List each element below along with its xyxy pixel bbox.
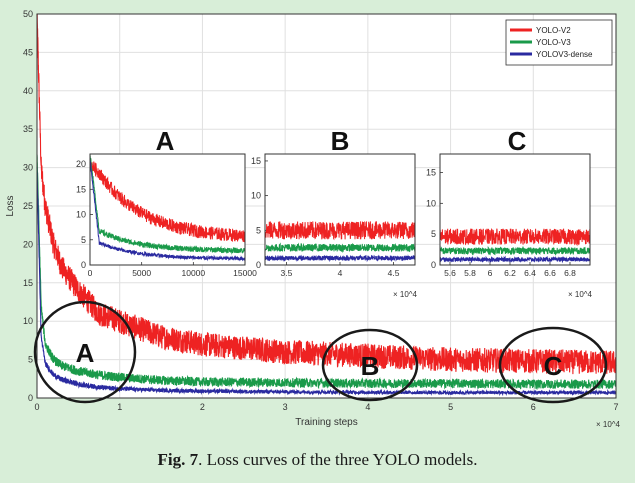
x-tick-label: 4 [365, 402, 370, 412]
inset-x-tick-label: 5.6 [444, 268, 456, 278]
inset-x-tick-label: 6.2 [504, 268, 516, 278]
annotation-label: A [76, 338, 95, 368]
legend-label: YOLO-V2 [536, 26, 571, 35]
y-axis-label: Loss [5, 195, 16, 216]
inset-y-tick-label: 10 [426, 198, 436, 208]
inset-series-line [89, 158, 246, 243]
inset-x-tick-label: 5000 [132, 268, 151, 278]
inset-x-exponent: × 10^4 [393, 290, 418, 299]
y-tick-label: 10 [23, 316, 33, 326]
inset-y-tick-label: 15 [76, 184, 86, 194]
inset-x-tick-label: 6.8 [564, 268, 576, 278]
x-tick-label: 6 [531, 402, 536, 412]
x-axis-label: Training steps [295, 417, 357, 428]
y-tick-label: 15 [23, 278, 33, 288]
annotation-circle [321, 328, 419, 402]
inset-frame [439, 153, 591, 266]
inset-x-tick-label: 6.4 [524, 268, 536, 278]
y-tick-label: 5 [28, 355, 33, 365]
inset-y-tick-label: 15 [426, 168, 436, 178]
x-axis-exponent: × 10^4 [596, 420, 621, 429]
y-tick-label: 40 [23, 86, 33, 96]
inset-y-tick-label: 5 [431, 229, 436, 239]
inset-series-line [439, 227, 591, 247]
y-tick-label: 35 [23, 124, 33, 134]
inset-x-tick-label: 6.6 [544, 268, 556, 278]
y-tick-label: 25 [23, 201, 33, 211]
y-tick-label: 50 [23, 9, 33, 19]
inset-series-line [89, 155, 246, 255]
caption-prefix: Fig. 7 [157, 450, 199, 469]
figure-caption: Fig. 7. Loss curves of the three YOLO mo… [0, 450, 635, 470]
x-tick-label: 1 [117, 402, 122, 412]
inset-plot-area [440, 154, 590, 265]
x-tick-label: 5 [448, 402, 453, 412]
inset-x-tick-label: 4.5 [388, 268, 400, 278]
inset-y-tick-label: 0 [431, 260, 436, 270]
inset-y-tick-label: 5 [256, 225, 261, 235]
annotation-circle [33, 300, 137, 404]
inset-x-tick-label: 5.8 [464, 268, 476, 278]
plot-frame [36, 13, 617, 399]
annotation-label: C [544, 351, 563, 381]
caption-text: . Loss curves of the three YOLO models. [198, 450, 478, 469]
inset-label: A [156, 126, 175, 156]
inset-frame [264, 153, 416, 266]
legend-label: YOLOV3-dense [536, 50, 593, 59]
inset-x-tick-label: 0 [88, 268, 93, 278]
inset-label: C [508, 126, 527, 156]
x-tick-label: 3 [283, 402, 288, 412]
inset-y-tick-label: 20 [76, 159, 86, 169]
inset-y-tick-label: 15 [251, 156, 261, 166]
x-tick-label: 7 [613, 402, 618, 412]
inset-y-tick-label: 5 [81, 235, 86, 245]
inset-frame [89, 153, 246, 266]
inset-x-exponent: × 10^4 [568, 290, 593, 299]
y-tick-label: 0 [28, 393, 33, 403]
inset-x-tick-label: 6 [488, 268, 493, 278]
series-line-yolov3-dense [36, 166, 617, 397]
inset-label: B [331, 126, 350, 156]
inset-series-line [264, 220, 416, 241]
y-tick-label: 20 [23, 239, 33, 249]
annotation-circle [498, 326, 608, 404]
inset-x-tick-label: 15000 [233, 268, 257, 278]
series-line-yolo-v2 [36, 13, 617, 375]
inset-x-tick-label: 3.5 [281, 268, 293, 278]
inset-y-tick-label: 10 [251, 191, 261, 201]
inset-series-line [264, 254, 416, 263]
legend-label: YOLO-V3 [536, 38, 571, 47]
y-tick-label: 45 [23, 47, 33, 57]
x-tick-label: 0 [34, 402, 39, 412]
inset-series-line [439, 255, 591, 264]
inset-series-line [264, 242, 416, 253]
inset-x-tick-label: 10000 [182, 268, 206, 278]
y-tick-label: 30 [23, 163, 33, 173]
x-tick-label: 2 [200, 402, 205, 412]
inset-series-line [439, 245, 591, 256]
inset-y-tick-label: 10 [76, 210, 86, 220]
annotation-label: B [361, 351, 380, 381]
inset-y-tick-label: 0 [81, 260, 86, 270]
inset-y-tick-label: 0 [256, 260, 261, 270]
inset-x-tick-label: 4 [338, 268, 343, 278]
inset-series-line [89, 159, 246, 262]
